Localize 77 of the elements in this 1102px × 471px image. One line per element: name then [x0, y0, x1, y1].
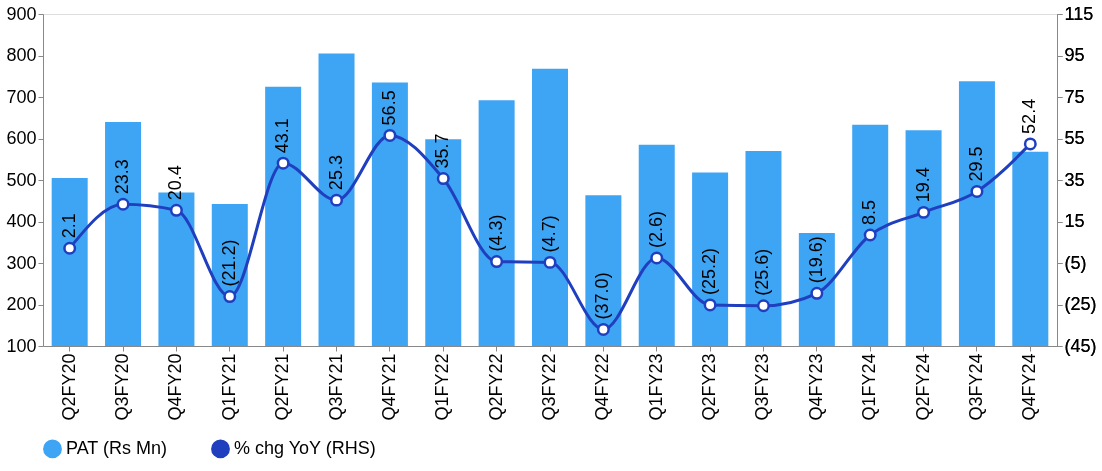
- x-tick-label: Q2FY24: [912, 353, 933, 421]
- y-tick-label: 100: [6, 335, 37, 356]
- point: [543, 255, 557, 269]
- x-tick-label: Q3FY23: [752, 353, 773, 421]
- x-tick-label: Q3FY22: [539, 353, 559, 421]
- y2-tick-label: (25): [1064, 294, 1097, 314]
- data-label: 20.4: [165, 165, 186, 201]
- point: [223, 290, 237, 304]
- x-tick-label: Q1FY22: [432, 353, 453, 421]
- data-label: 19.4: [912, 167, 933, 203]
- x-tick-label: Q3FY24: [965, 353, 986, 421]
- point: [970, 184, 984, 198]
- x-tick-label: Q1FY21: [218, 353, 239, 421]
- x-tick-label: Q2FY21: [272, 353, 293, 421]
- x-tick-label: Q1FY23: [645, 353, 666, 421]
- y-tick-label: 300: [6, 252, 37, 273]
- data-label: 35.7: [432, 133, 453, 169]
- y2-tick-label: 15: [1064, 211, 1085, 231]
- data-label: (4.3): [485, 214, 506, 252]
- point: [169, 203, 183, 217]
- point: [917, 205, 931, 219]
- x-tick-label: Q3FY21: [325, 353, 346, 421]
- data-label: (25.2): [699, 247, 720, 295]
- point: [276, 156, 290, 170]
- point: [383, 128, 397, 142]
- y2-tick-label: (5): [1064, 252, 1087, 273]
- point: [63, 241, 77, 255]
- legend-label: % chg YoY (RHS): [234, 437, 376, 458]
- data-label: 56.5: [378, 90, 399, 126]
- y-tick-label: 800: [6, 45, 37, 65]
- data-label: 23.3: [112, 159, 133, 195]
- x-tick-label: Q4FY23: [805, 353, 826, 421]
- data-label: (2.6): [645, 211, 666, 249]
- data-label: (25.6): [752, 248, 773, 296]
- y-tick-label: 200: [6, 294, 37, 314]
- data-label: 52.4: [1019, 98, 1040, 134]
- y-tick-label: 900: [6, 3, 37, 24]
- point: [116, 197, 130, 211]
- point: [703, 298, 717, 312]
- y-tick-label: 400: [6, 211, 37, 231]
- data-label: 2.1: [58, 213, 79, 239]
- data-label: 8.5: [859, 199, 880, 225]
- y2-tick-label: 35: [1064, 169, 1085, 190]
- data-label: (37.0): [592, 272, 613, 320]
- point: [490, 255, 504, 269]
- x-tick-label: Q2FY23: [699, 353, 720, 421]
- x-tick-label: Q1FY24: [859, 353, 880, 421]
- data-label: (4.7): [539, 215, 559, 253]
- data-label: (19.6): [805, 236, 826, 284]
- x-tick-label: Q4FY22: [592, 353, 613, 421]
- x-tick-label: Q4FY20: [165, 353, 186, 421]
- x-tick-label: Q4FY24: [1019, 353, 1040, 421]
- point: [756, 299, 770, 313]
- y-tick-label: 500: [6, 169, 37, 190]
- y2-tick-label: 95: [1064, 45, 1085, 65]
- point: [1023, 137, 1037, 151]
- point: [810, 286, 824, 300]
- point: [650, 251, 664, 265]
- data-label: 43.1: [272, 118, 293, 154]
- legend-label: PAT (Rs Mn): [66, 437, 168, 458]
- x-tick-label: Q3FY20: [112, 353, 133, 421]
- point: [596, 322, 610, 336]
- y-tick-label: 600: [6, 128, 37, 148]
- point: [436, 172, 450, 186]
- x-tick-label: Q2FY22: [485, 353, 506, 421]
- x-tick-label: Q4FY21: [378, 353, 399, 421]
- y2-tick-label: 55: [1064, 128, 1085, 148]
- data-label: 25.3: [325, 155, 346, 191]
- point: [863, 228, 877, 242]
- y-tick-label: 700: [6, 86, 37, 107]
- x-tick-label: Q2FY20: [58, 353, 79, 421]
- y2-tick-label: 115: [1064, 3, 1094, 24]
- data-label: (21.2): [218, 239, 239, 287]
- y2-tick-label: (45): [1064, 335, 1097, 356]
- point: [330, 193, 344, 207]
- y2-tick-label: 75: [1064, 86, 1085, 107]
- data-label: 29.5: [965, 146, 986, 182]
